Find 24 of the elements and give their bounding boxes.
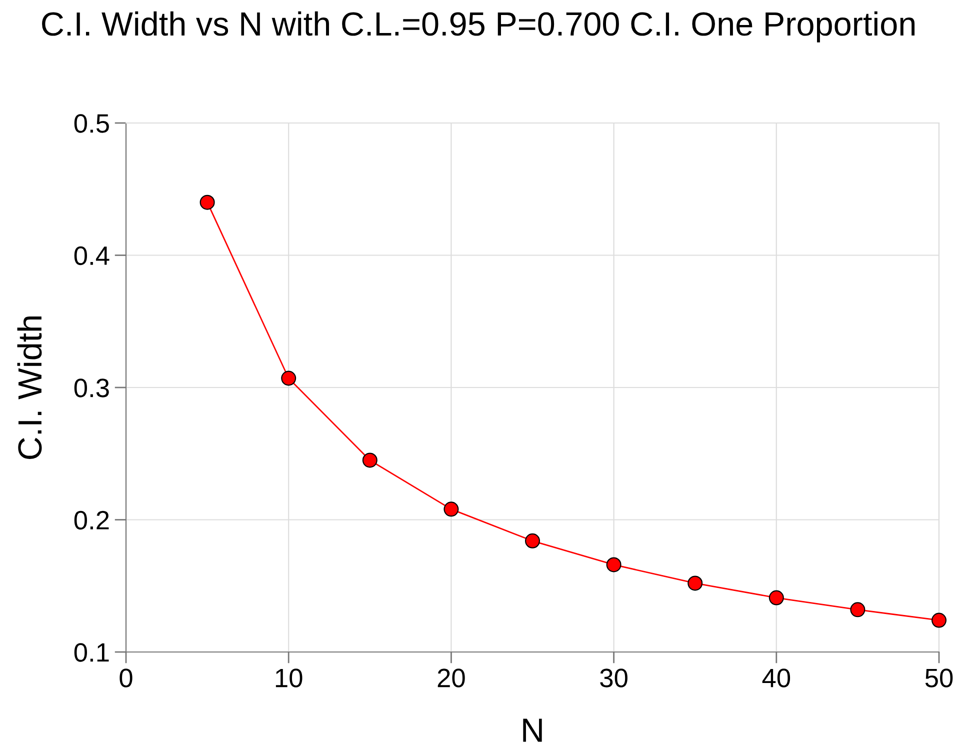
point	[850, 602, 866, 618]
x-tick-label: 0	[120, 668, 132, 688]
point	[606, 557, 622, 572]
point	[932, 612, 946, 628]
y-tick-label: 0.1	[74, 643, 109, 662]
point	[281, 370, 296, 386]
x-tick-label: 50	[925, 668, 953, 688]
point	[362, 452, 378, 468]
y-tick-label: 0.2	[74, 510, 109, 530]
y-tick-label: 0.4	[74, 246, 110, 266]
x-tick-label: 30	[600, 668, 628, 688]
x-axis-title: N	[523, 718, 542, 742]
y-tick-label: 0.5	[74, 114, 109, 133]
chart-title: C.I. Width vs N with C.L.=0.95 P=0.700 C.I. One Proportion	[42, 11, 915, 42]
point	[768, 590, 784, 606]
x-tick-label: 10	[276, 668, 302, 688]
point	[688, 576, 703, 591]
x-tick-label: 40	[762, 668, 790, 688]
y-tick-label: 0.3	[74, 378, 109, 398]
point	[200, 194, 215, 210]
x-tick-label: 20	[438, 668, 465, 688]
point	[444, 502, 459, 517]
point	[525, 533, 540, 548]
y-axis-title: C.I. Width	[17, 316, 42, 459]
